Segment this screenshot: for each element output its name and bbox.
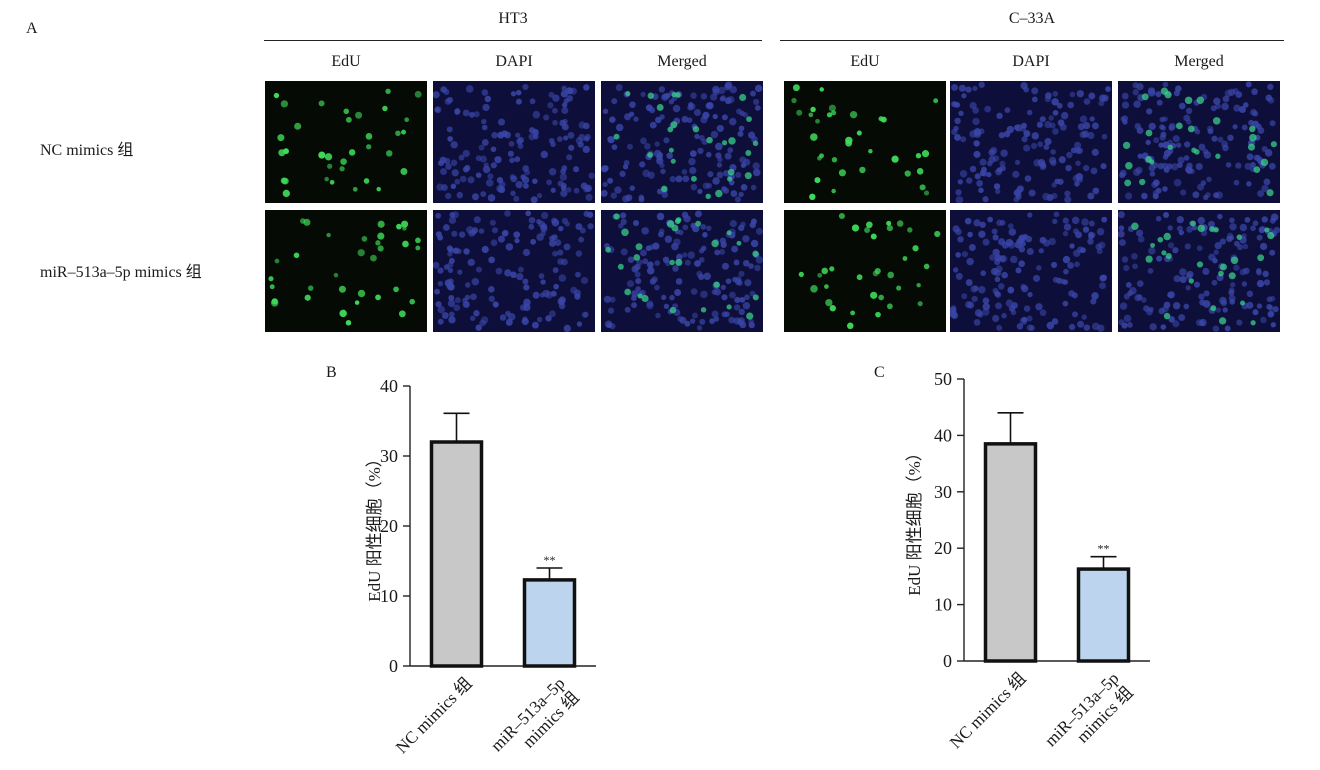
y-tick-label: 40 xyxy=(934,425,952,445)
col-head-edu-ht3: EdU xyxy=(331,53,361,70)
y-tick-label: 40 xyxy=(380,376,398,396)
y-tick-label: 30 xyxy=(934,482,952,502)
chart-c: 0 10 20 30 40 50 EdU 阳性细胞（%） NC mimics 组 ** miR–5… xyxy=(905,369,1150,753)
y-axis-label: EdU 阳性细胞（%） xyxy=(905,444,924,596)
bar xyxy=(429,440,484,668)
y-tick-label: 10 xyxy=(380,586,398,606)
micrograph-c33a-nc-dapi xyxy=(950,81,1112,203)
col-head-dapi-ht3: DAPI xyxy=(495,53,533,70)
micrograph-ht3-mir-dapi xyxy=(433,210,595,332)
y-tick-label: 20 xyxy=(380,516,398,536)
cell-line-c33a-rule xyxy=(780,40,1284,41)
y-tick-label: 0 xyxy=(389,656,398,676)
cell-line-ht3: HT3 xyxy=(498,10,528,27)
significance-marker: ** xyxy=(1098,542,1110,556)
y-tick-label: 20 xyxy=(934,538,952,558)
significance-marker: ** xyxy=(544,553,556,567)
col-head-merged-ht3: Merged xyxy=(657,53,707,70)
x-tick-label-line: NC mimics 组 xyxy=(946,669,1030,753)
micrograph-c33a-mir-edu xyxy=(784,210,946,332)
row-label-nc: NC mimics 组 xyxy=(40,142,134,159)
y-tick-label: 30 xyxy=(380,446,398,466)
panel-c-letter: C xyxy=(874,364,885,381)
cell-line-ht3-rule xyxy=(264,40,762,41)
y-tick-label: 10 xyxy=(934,595,952,615)
cell-line-c33a: C–33A xyxy=(1008,10,1056,27)
col-head-edu-c33a: EdU xyxy=(850,53,880,70)
y-tick-label: 50 xyxy=(934,369,952,389)
micrograph-ht3-mir-merged xyxy=(601,210,763,332)
panel-b-letter: B xyxy=(326,364,337,381)
micrograph-c33a-nc-edu xyxy=(784,81,946,203)
y-tick-label: 0 xyxy=(943,651,952,671)
row-label-mir: miR–513a–5p mimics 组 xyxy=(40,264,202,281)
micrograph-ht3-nc-dapi xyxy=(433,81,595,203)
micrograph-c33a-nc-merged xyxy=(1118,81,1280,203)
micrograph-c33a-mir-merged xyxy=(1118,210,1280,332)
col-head-dapi-c33a: DAPI xyxy=(1012,53,1050,70)
bar xyxy=(983,442,1038,663)
bar xyxy=(1076,567,1131,663)
x-tick-label: NC mimics 组 xyxy=(392,674,476,758)
micrograph-ht3-nc-merged xyxy=(601,81,763,203)
y-axis-label: EdU 阳性细胞（%） xyxy=(365,450,384,602)
col-head-merged-c33a: Merged xyxy=(1174,53,1224,70)
x-tick-label: NC mimics 组 xyxy=(946,669,1030,753)
chart-b: 0 10 20 30 40 EdU 阳性细胞（%） NC mimics 组 ** miR–513… xyxy=(365,376,596,758)
bar xyxy=(522,578,577,668)
x-tick-label-line: NC mimics 组 xyxy=(392,674,476,758)
micrograph-c33a-mir-dapi xyxy=(950,210,1112,332)
panel-a-letter: A xyxy=(26,20,38,37)
micrograph-ht3-mir-edu xyxy=(265,210,427,332)
micrograph-ht3-nc-edu xyxy=(265,81,427,203)
